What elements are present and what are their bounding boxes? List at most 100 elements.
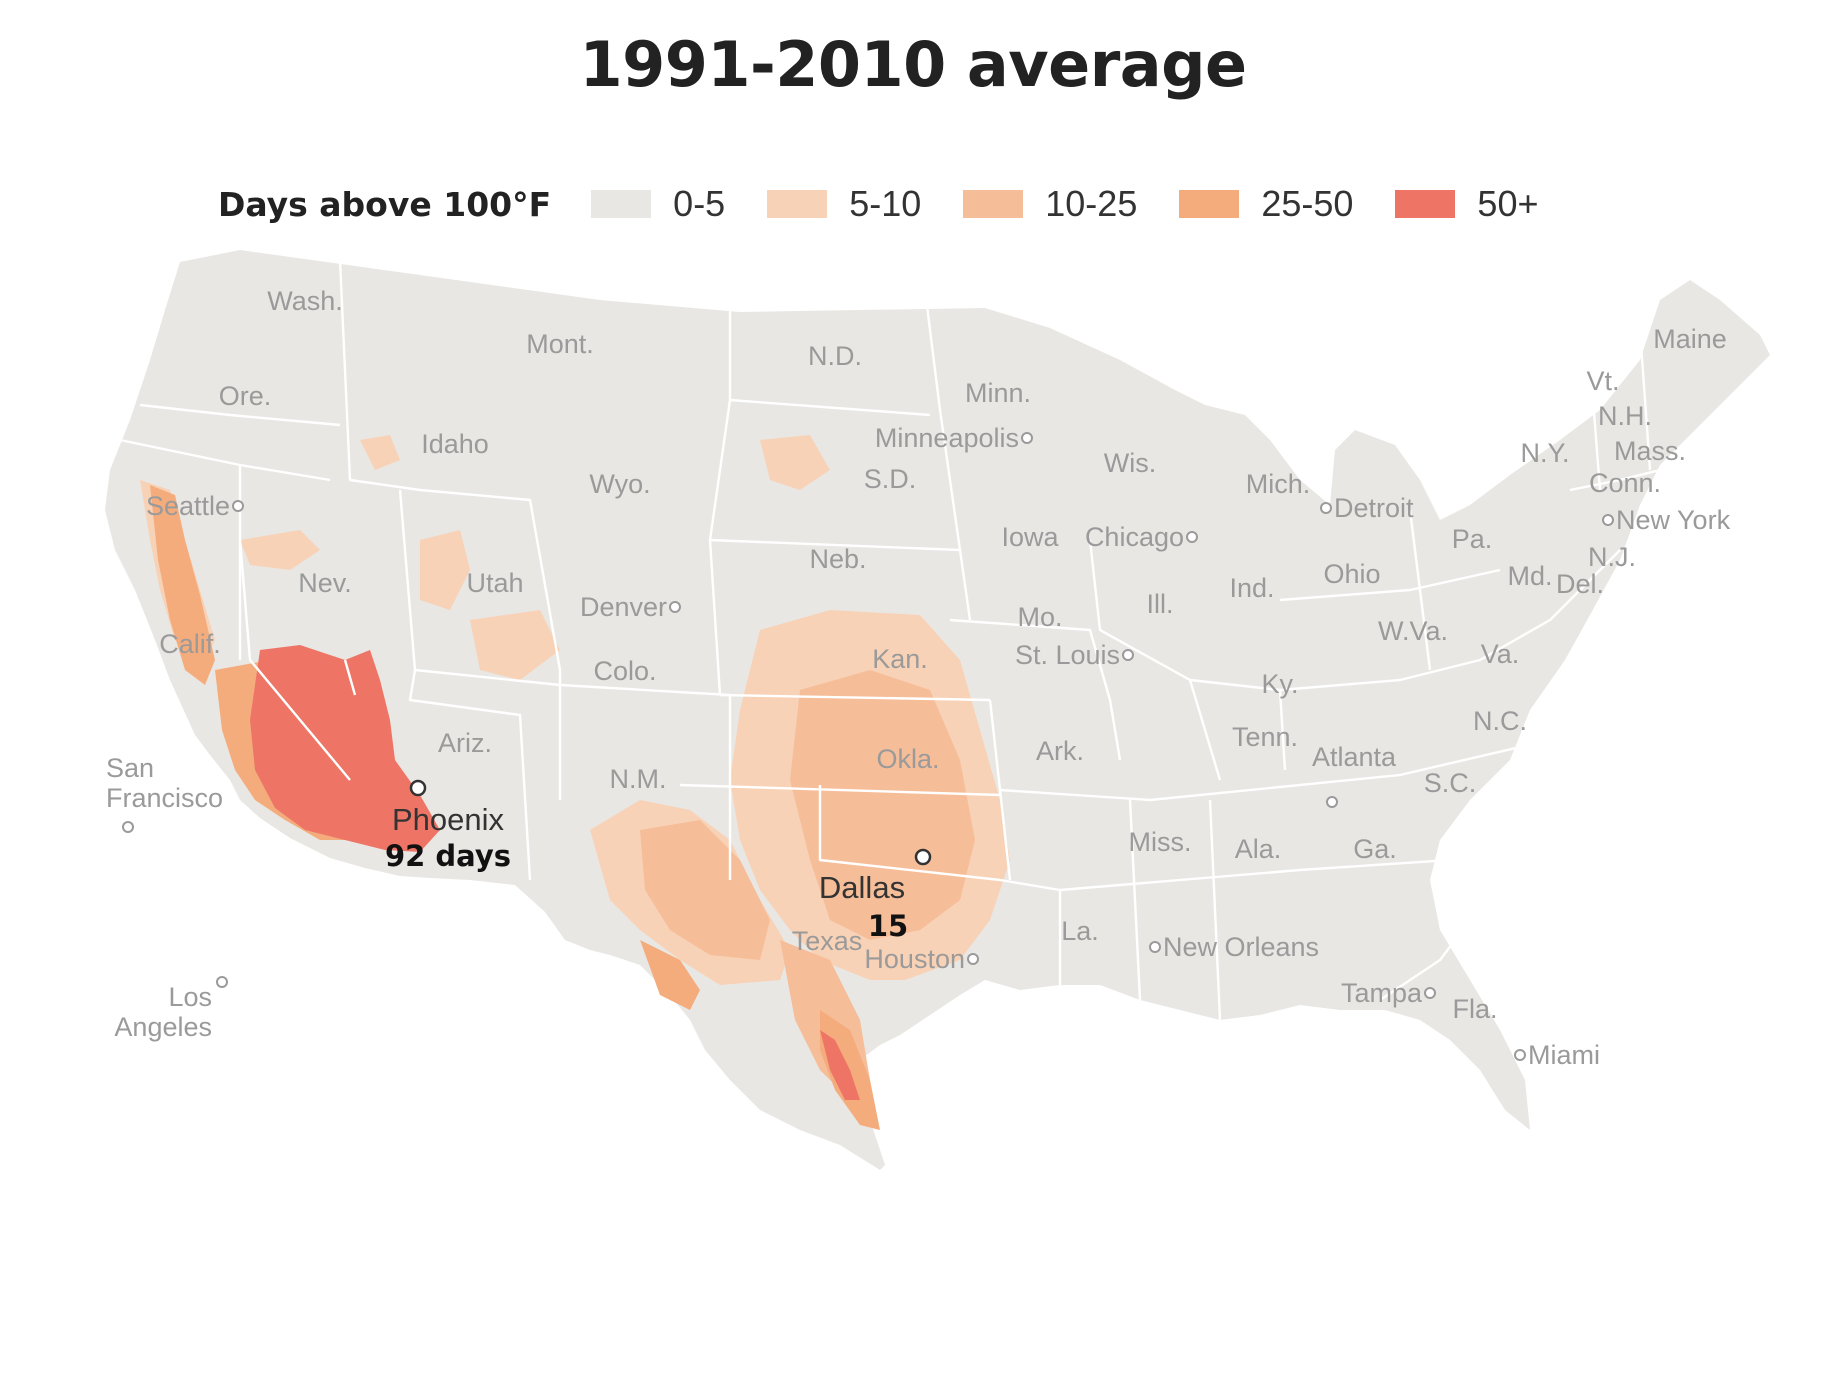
- state-label: Wis.: [1104, 448, 1156, 478]
- state-label: Calif.: [159, 629, 221, 659]
- city-marker: [232, 500, 244, 512]
- state-border: [729, 398, 931, 417]
- city-marker: [967, 953, 979, 965]
- state-label: Ark.: [1036, 736, 1084, 766]
- state-label: N.Y.: [1520, 438, 1569, 468]
- city-label: Los: [168, 982, 212, 1012]
- state-border: [818, 785, 1001, 882]
- city-marker: [1122, 649, 1134, 661]
- state-label: N.M.: [610, 764, 667, 794]
- state-label: Conn.: [1589, 468, 1661, 498]
- state-label: Wyo.: [589, 469, 650, 499]
- legend-swatch: [1395, 190, 1456, 218]
- state-label: Nev.: [298, 568, 352, 598]
- city-marker: [1320, 502, 1332, 514]
- city-label: Denver: [580, 592, 667, 622]
- state-border: [1188, 679, 1222, 781]
- heat-overlay-50-plus: [250, 645, 860, 1100]
- state-label: S.C.: [1424, 768, 1477, 798]
- city-label: New Orleans: [1163, 932, 1319, 962]
- state-label: Ore.: [219, 381, 272, 411]
- legend: Days above 100°F 0-5 5-10 10-25 25-50 50…: [218, 176, 1581, 232]
- state-border: [949, 618, 1122, 761]
- state-border: [1149, 738, 1551, 802]
- highlighted-city-label: Phoenix: [392, 802, 505, 837]
- state-label: Wash.: [267, 286, 343, 316]
- city-marker: [669, 601, 681, 613]
- state-label: Ohio: [1323, 559, 1380, 589]
- state-label: Pa.: [1452, 524, 1493, 554]
- state-border: [923, 289, 972, 621]
- heat-region: [470, 610, 560, 680]
- city-marker: [1149, 941, 1161, 953]
- legend-label: 10-25: [1045, 183, 1138, 224]
- state-label: Va.: [1481, 639, 1520, 669]
- state-border: [1279, 568, 1501, 602]
- state-border: [1059, 858, 1451, 892]
- city-label: Atlanta: [1312, 742, 1397, 772]
- state-label: Ala.: [1235, 834, 1282, 864]
- state-label: La.: [1061, 916, 1099, 946]
- city-label: St. Louis: [1015, 640, 1120, 670]
- state-border: [338, 259, 562, 800]
- state-label: Ky.: [1261, 669, 1298, 699]
- city-label: Tampa: [1341, 978, 1423, 1008]
- heat-region: [760, 435, 830, 490]
- state-label: Del.: [1556, 569, 1604, 599]
- state-label: Ariz.: [438, 728, 492, 758]
- city-marker: [1186, 531, 1198, 543]
- state-border: [1569, 468, 1661, 492]
- state-border: [343, 659, 357, 696]
- state-label: Fla.: [1452, 994, 1497, 1024]
- state-border: [1208, 799, 1222, 1021]
- state-label: Miss.: [1129, 827, 1192, 857]
- state-border: [139, 403, 341, 427]
- state-label: Mass.: [1614, 436, 1686, 466]
- legend-swatch: [963, 190, 1024, 218]
- state-label: Ill.: [1147, 589, 1174, 619]
- map-title: 1991-2010 average: [579, 28, 1247, 101]
- city-label: Seattle: [146, 491, 230, 521]
- city-marker: [1021, 432, 1033, 444]
- heat-region: [150, 485, 215, 685]
- state-border: [249, 659, 351, 781]
- legend-swatch: [591, 190, 652, 218]
- highlighted-city-label: Dallas: [819, 870, 905, 905]
- legend-item-10-25: 10-25: [963, 183, 1137, 225]
- state-label: Iowa: [1001, 522, 1059, 552]
- city-label: San: [106, 753, 154, 783]
- legend-item-50-plus: 50+: [1395, 183, 1539, 225]
- legend-title: Days above 100°F: [218, 184, 552, 224]
- heat-region: [360, 435, 400, 470]
- us-map: Wash. Ore. Calif. Nev. Idaho Mont. Wyo. Utah Ari…: [105, 250, 1770, 1170]
- state-label: Texas: [792, 926, 863, 956]
- state-label: Mo.: [1017, 602, 1062, 632]
- legend-label: 25-50: [1261, 183, 1354, 224]
- state-border: [1399, 549, 1621, 682]
- city-marker: [1514, 1049, 1526, 1061]
- state-label: N.D.: [808, 341, 862, 371]
- heat-region: [820, 1030, 860, 1100]
- legend-label: 5-10: [849, 183, 922, 224]
- state-label: N.H.: [1598, 401, 1652, 431]
- state-label: N.J.: [1588, 542, 1636, 572]
- state-border: [679, 783, 1001, 797]
- legend-swatch: [1179, 190, 1240, 218]
- heat-region: [420, 530, 470, 610]
- city-label: Chicago: [1085, 522, 1184, 552]
- state-border: [708, 300, 732, 696]
- city-marker: [122, 821, 134, 833]
- state-border: [408, 669, 532, 881]
- legend-swatch: [767, 190, 828, 218]
- city-label: Minneapolis: [875, 423, 1019, 453]
- state-label: Neb.: [809, 544, 866, 574]
- city-label: Angeles: [114, 1012, 212, 1042]
- state-label: Maine: [1653, 324, 1727, 354]
- state-label: Mont.: [526, 329, 594, 359]
- highlighted-city-marker: [914, 848, 932, 866]
- state-border: [1278, 689, 1287, 771]
- legend-item-0-5: 0-5: [591, 183, 725, 225]
- city-marker: [216, 976, 228, 988]
- state-label: Colo.: [593, 656, 656, 686]
- state-border: [719, 693, 991, 702]
